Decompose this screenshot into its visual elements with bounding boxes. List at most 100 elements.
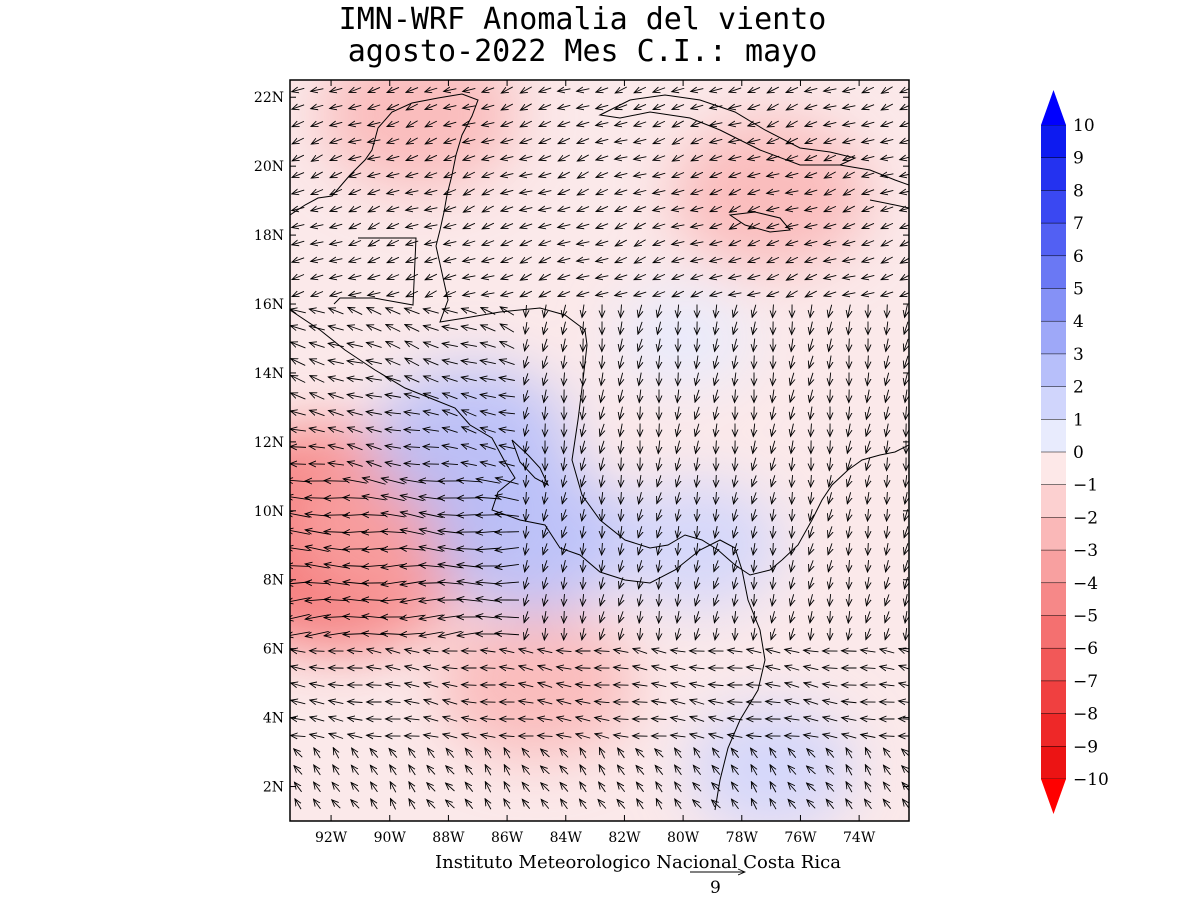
wind-vector bbox=[520, 290, 533, 297]
anomaly-nicoya-positive bbox=[431, 462, 630, 615]
wind-vector bbox=[387, 139, 400, 143]
wind-vector bbox=[495, 564, 519, 567]
wind-vector bbox=[292, 190, 305, 194]
wind-vector bbox=[658, 457, 660, 471]
wind-vector bbox=[733, 509, 736, 521]
wind-vector bbox=[753, 338, 754, 352]
wind-vector bbox=[524, 390, 528, 401]
wind-vector bbox=[583, 576, 584, 589]
wind-vector bbox=[772, 389, 774, 403]
wind-vector bbox=[729, 188, 742, 195]
wind-vector bbox=[387, 104, 400, 109]
wind-vector bbox=[805, 88, 818, 91]
wind-vector bbox=[710, 123, 723, 126]
wind-vector bbox=[443, 410, 458, 417]
wind-vector bbox=[905, 406, 906, 420]
wind-vector bbox=[843, 241, 856, 245]
wind-vector bbox=[829, 577, 831, 589]
wind-vector bbox=[526, 304, 527, 317]
wind-vector bbox=[423, 393, 439, 400]
wind-vector bbox=[480, 360, 496, 363]
wind-vector bbox=[677, 525, 679, 538]
wind-vector bbox=[349, 140, 362, 142]
wind-vector bbox=[748, 222, 761, 229]
wind-vector bbox=[406, 224, 419, 227]
wind-vector bbox=[733, 560, 736, 572]
wind-vector bbox=[886, 560, 889, 572]
wind-vector bbox=[290, 309, 306, 313]
wind-vector bbox=[657, 304, 660, 318]
wind-vector bbox=[786, 156, 799, 160]
wind-vector bbox=[482, 293, 495, 295]
wind-vector bbox=[311, 259, 324, 262]
anomaly-gulf-mexico-negative bbox=[320, 80, 518, 191]
lat-tick-label: 4N bbox=[263, 711, 284, 727]
wind-vector bbox=[543, 560, 547, 571]
wind-vector bbox=[311, 137, 323, 144]
wind-vector bbox=[848, 321, 850, 335]
wind-vector bbox=[558, 105, 571, 108]
wind-vector bbox=[847, 475, 851, 486]
wind-vector bbox=[520, 156, 533, 159]
wind-vector bbox=[748, 258, 761, 263]
wind-vector bbox=[691, 138, 704, 143]
wind-vector bbox=[791, 338, 793, 352]
wind-vector bbox=[482, 222, 495, 229]
wind-vector bbox=[444, 207, 457, 211]
wind-vector bbox=[387, 156, 400, 159]
wind-vector bbox=[904, 372, 907, 386]
wind-vector bbox=[805, 138, 818, 143]
wind-vector bbox=[710, 275, 723, 278]
wind-vector bbox=[729, 205, 741, 213]
colorbar-segment bbox=[1041, 288, 1066, 322]
wind-vector bbox=[657, 492, 661, 503]
wind-vector bbox=[715, 406, 718, 420]
wind-vector bbox=[805, 207, 818, 210]
wind-vector bbox=[562, 543, 566, 554]
wind-vector bbox=[714, 560, 718, 571]
wind-vector bbox=[330, 122, 343, 125]
wind-vector bbox=[328, 343, 344, 346]
wind-vector bbox=[444, 155, 457, 160]
wind-vector bbox=[881, 174, 894, 176]
wind-vector bbox=[544, 406, 545, 420]
wind-vector bbox=[887, 474, 888, 487]
wind-vector bbox=[600, 423, 604, 436]
colorbar-segment bbox=[1041, 484, 1066, 518]
wind-vector bbox=[792, 491, 793, 504]
lon-tick-label: 74W bbox=[843, 830, 876, 846]
wind-vector bbox=[582, 321, 583, 335]
colorbar-label: −3 bbox=[1073, 541, 1098, 561]
wind-vector bbox=[368, 105, 381, 109]
wind-vector bbox=[900, 274, 909, 280]
wind-vector bbox=[729, 105, 742, 108]
wind-vector bbox=[886, 321, 888, 335]
wind-vector bbox=[810, 509, 812, 521]
wind-vector bbox=[600, 406, 604, 419]
wind-vector bbox=[520, 139, 533, 144]
lon-tick-label: 88W bbox=[432, 830, 465, 846]
wind-vector bbox=[349, 173, 362, 177]
anomaly-south-pacific-negative bbox=[437, 607, 636, 760]
wind-vector bbox=[385, 395, 401, 398]
wind-vector bbox=[442, 309, 458, 313]
wind-vector bbox=[600, 440, 604, 453]
wind-vector bbox=[582, 304, 584, 318]
wind-vector bbox=[696, 560, 698, 572]
wind-vector bbox=[329, 308, 344, 315]
wind-vector bbox=[733, 338, 736, 352]
wind-vector bbox=[482, 105, 495, 109]
wind-vector bbox=[653, 241, 666, 246]
wind-vector bbox=[425, 173, 438, 177]
wind-vector bbox=[621, 474, 622, 487]
wind-vector bbox=[868, 355, 869, 369]
wind-vector bbox=[678, 542, 679, 555]
wind-vector bbox=[881, 292, 894, 296]
wind-vector bbox=[748, 293, 761, 296]
wind-vector bbox=[406, 120, 418, 128]
wind-vector bbox=[368, 293, 381, 296]
wind-vector bbox=[620, 543, 622, 555]
wind-vector bbox=[748, 190, 761, 195]
wind-vector bbox=[710, 258, 723, 261]
wind-vector bbox=[311, 292, 324, 297]
